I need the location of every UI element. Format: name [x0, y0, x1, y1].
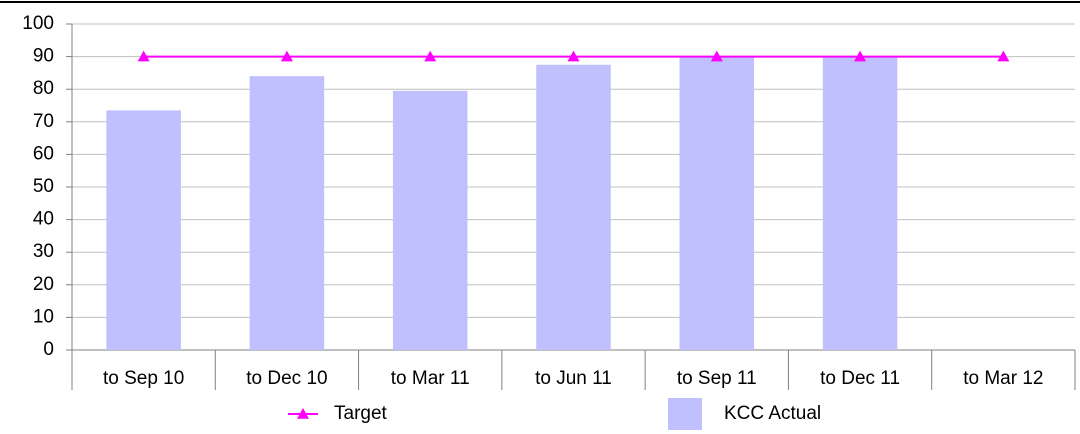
marker: [567, 50, 580, 62]
y-tick-label: 30: [33, 241, 54, 262]
bar: [249, 76, 325, 350]
x-tick-label: to Sep 10: [103, 368, 184, 389]
legend-label: Target: [334, 403, 388, 424]
y-tick-label: 60: [33, 143, 54, 164]
marker: [997, 50, 1010, 62]
y-tick-label: 50: [33, 176, 54, 197]
bar: [536, 64, 611, 350]
x-tick-label: to Mar 11: [391, 368, 470, 389]
marker: [424, 50, 437, 62]
y-tick-label: 80: [33, 78, 54, 99]
marker: [710, 50, 723, 62]
x-tick-label: to Jun 11: [535, 368, 612, 389]
y-tick-label: 10: [33, 306, 54, 327]
y-tick-label: 70: [33, 111, 54, 132]
bar: [679, 56, 755, 350]
x-tick-label: to Sep 11: [677, 368, 757, 389]
y-tick-label: 0: [43, 339, 54, 360]
y-tick-label: 20: [33, 274, 54, 295]
bar: [822, 56, 898, 350]
bar: [106, 110, 181, 350]
marker: [280, 50, 293, 62]
y-tick-label: 40: [33, 209, 54, 230]
legend-swatch: [668, 398, 702, 430]
legend-marker: [297, 408, 309, 419]
legend-label: KCC Actual: [724, 403, 821, 424]
bar: [392, 90, 468, 350]
x-tick-label: to Dec 10: [246, 368, 327, 389]
y-tick-label: 100: [22, 13, 54, 34]
x-tick-label: to Dec 11: [820, 368, 900, 389]
marker: [137, 50, 150, 62]
marker: [854, 50, 867, 62]
y-tick-label: 90: [33, 46, 54, 67]
x-tick-label: to Mar 12: [963, 368, 1043, 389]
